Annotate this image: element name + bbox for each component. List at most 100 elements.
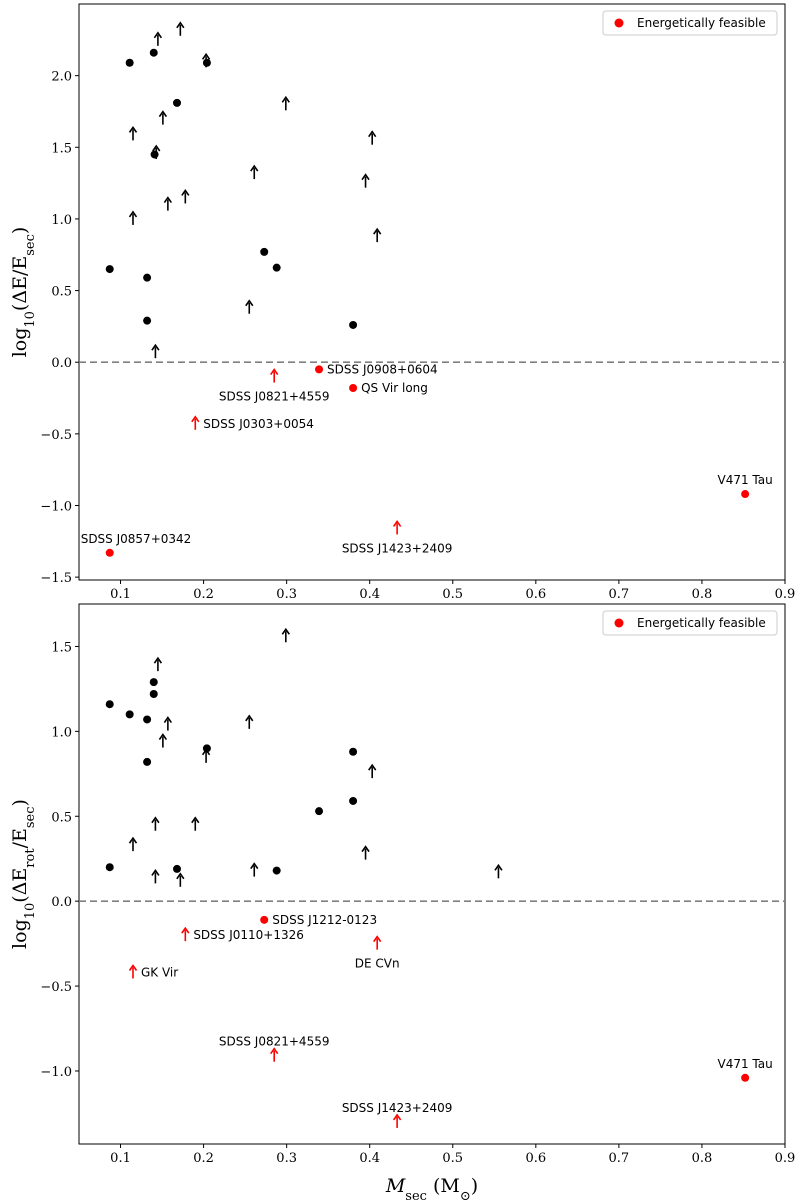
data-point <box>149 690 158 698</box>
feasible-lower-limit-arrow <box>181 926 190 942</box>
lower-limit-arrow <box>153 31 163 46</box>
point-annotation: QS Vir long <box>361 381 428 395</box>
feasible-data-point <box>260 915 269 924</box>
point-annotation: SDSS J1212-0123 <box>272 913 377 927</box>
arrow-head <box>163 196 173 204</box>
x-tick-label: 0.9 <box>775 1151 796 1166</box>
point-annotation: SDSS J0303+0054 <box>203 417 314 431</box>
lower-limit-arrow <box>151 343 160 359</box>
data-point <box>349 320 358 329</box>
x-tick-label: 0.3 <box>276 587 297 602</box>
lower-limit-arrow <box>158 110 168 125</box>
x-tick-label: 0.7 <box>609 1151 630 1166</box>
data-point <box>143 715 152 724</box>
data-point <box>272 866 281 875</box>
data-point <box>202 58 211 67</box>
arrow-head <box>176 872 185 880</box>
x-tick-label: 0.6 <box>525 587 546 602</box>
y-tick-label: −0.5 <box>40 980 72 995</box>
y-tick-label: 0.0 <box>51 895 72 910</box>
arrow-head <box>361 845 370 853</box>
plot-frame <box>78 3 786 581</box>
data-point <box>173 98 182 107</box>
legend: Energetically feasible <box>602 10 778 36</box>
arrow-head <box>158 110 168 118</box>
data-point <box>149 678 158 687</box>
feasible-data-point <box>741 490 750 499</box>
legend: Energetically feasible <box>602 610 778 636</box>
feasible-lower-limit-arrow <box>270 1047 279 1062</box>
x-tick-label: 0.2 <box>193 587 214 602</box>
arrow-head <box>191 816 200 824</box>
lower-limit-arrow <box>245 714 254 729</box>
data-point <box>173 864 182 873</box>
x-tick-label: 0.1 <box>110 1151 131 1166</box>
arrow-head <box>128 964 138 971</box>
arrow-head <box>201 748 211 756</box>
lower-limit-arrow <box>373 227 382 243</box>
arrow-head <box>373 935 382 943</box>
arrow-head <box>163 716 173 724</box>
feasible-lower-limit-arrow <box>270 368 279 383</box>
arrow-head <box>151 816 160 824</box>
feasible-data-point <box>315 365 324 374</box>
point-annotation: SDSS J0821+4559 <box>219 390 330 404</box>
legend-label: Energetically feasible <box>637 616 766 630</box>
data-point <box>143 757 152 766</box>
arrow-head <box>368 130 377 138</box>
point-annotation: SDSS J0110+1326 <box>193 928 304 942</box>
x-tick-label: 0.2 <box>193 1151 214 1166</box>
point-annotation: V471 Tau <box>718 1057 773 1071</box>
arrow-head <box>250 164 259 172</box>
arrow-head <box>153 31 163 39</box>
arrow-head <box>152 144 161 152</box>
lower-limit-arrow <box>494 863 503 879</box>
lower-limit-arrow <box>176 872 185 887</box>
y-tick-label: 2.0 <box>51 70 72 85</box>
data-point <box>143 273 152 282</box>
arrow-head <box>373 227 382 235</box>
lower-limit-arrow <box>361 845 370 860</box>
lower-limit-arrow <box>201 748 211 763</box>
arrow-head <box>392 1113 402 1121</box>
y-tick-label: 0.0 <box>51 356 72 371</box>
lower-limit-arrow <box>281 627 290 643</box>
point-annotation: SDSS J0908+0604 <box>327 362 438 376</box>
y-tick-label: 1.5 <box>51 640 72 655</box>
lower-limit-arrow <box>281 95 290 111</box>
y-tick-label: 1.0 <box>51 725 72 740</box>
x-axis-label: Msec (M⊙) <box>385 1175 478 1200</box>
lower-limit-arrow <box>245 299 254 314</box>
data-point <box>105 863 114 872</box>
data-point <box>125 710 134 719</box>
y-tick-label: 0.5 <box>51 810 72 825</box>
arrow-head <box>151 343 160 351</box>
feasible-data-point <box>105 548 114 557</box>
y-tick-label: −1.0 <box>40 1065 72 1080</box>
feasible-data-point <box>741 1073 750 1082</box>
point-annotation: SDSS J0857+0342 <box>81 532 192 546</box>
lower-limit-arrow <box>368 130 377 145</box>
feasible-lower-limit-arrow <box>373 935 382 950</box>
legend-label: Energetically feasible <box>637 16 766 30</box>
arrow-head <box>361 173 370 181</box>
data-point <box>272 263 281 272</box>
arrow-head <box>392 520 402 527</box>
arrow-head <box>245 299 254 307</box>
lower-limit-arrow <box>128 125 138 141</box>
lower-limit-arrow <box>163 716 173 731</box>
data-point <box>143 316 152 325</box>
y-axis-label: log10(ΔE/Esec) <box>9 227 38 358</box>
plot-frame <box>78 603 786 1145</box>
arrow-head <box>151 869 160 876</box>
arrow-head <box>128 210 138 218</box>
arrow-head <box>128 836 138 844</box>
x-tick-label: 0.4 <box>359 587 380 602</box>
lower-limit-arrow <box>250 164 259 180</box>
feasible-lower-limit-arrow <box>128 964 138 979</box>
lower-limit-arrow <box>361 173 370 188</box>
data-point <box>315 807 324 816</box>
arrow-head <box>181 189 190 196</box>
lower-limit-arrow <box>250 862 259 877</box>
arrow-head <box>270 1047 279 1055</box>
